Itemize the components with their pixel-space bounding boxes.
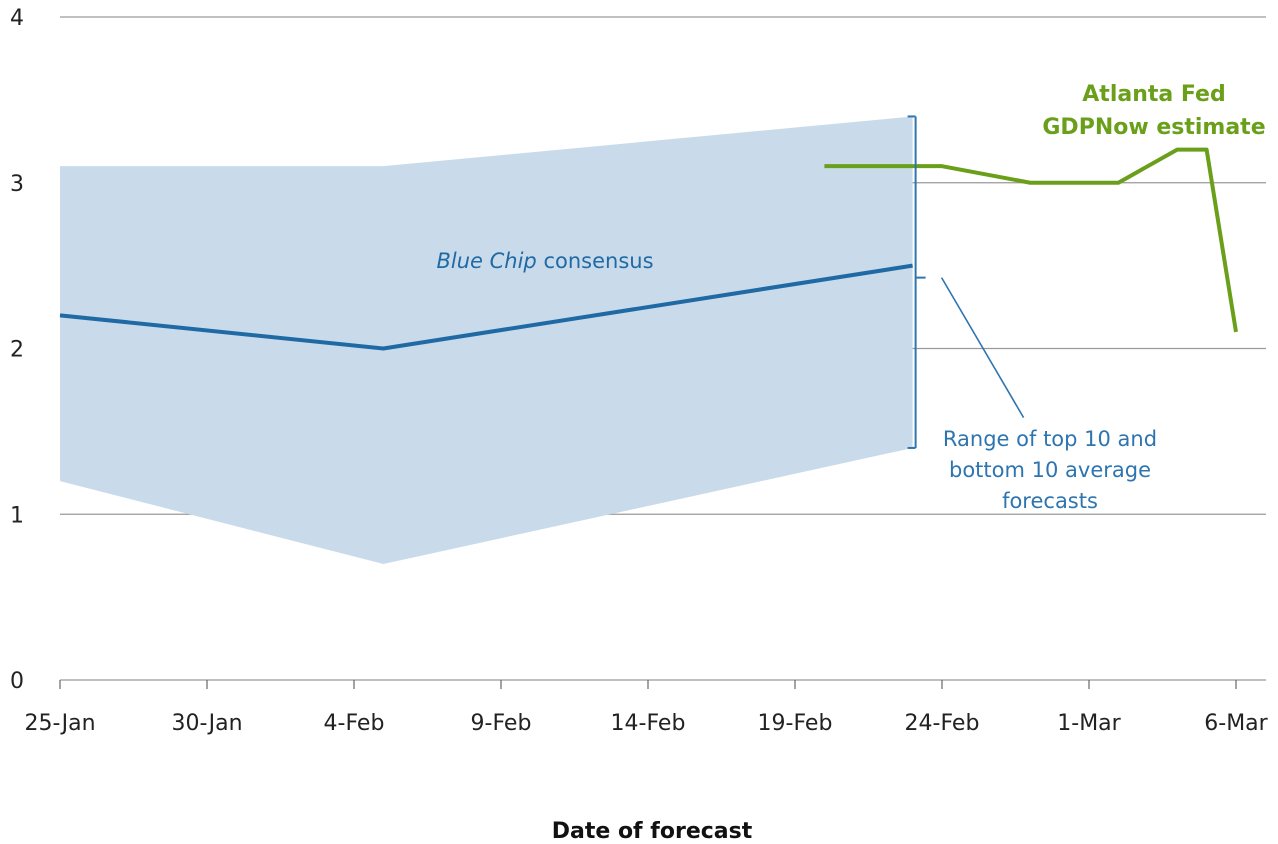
x-tick-label-19-Feb: 19-Feb bbox=[758, 711, 833, 736]
range-label-line-3: forecasts bbox=[1002, 489, 1098, 513]
y-tick-label-0: 0 bbox=[10, 669, 24, 694]
y-tick-label-3: 3 bbox=[10, 172, 24, 197]
range-label-line-2: bottom 10 average bbox=[949, 458, 1151, 482]
forecast-range-band bbox=[60, 116, 913, 564]
blue-chip-rest-text bbox=[537, 249, 544, 273]
x-tick-label-6-Mar: 6-Mar bbox=[1204, 711, 1268, 736]
consensus-text: consensus bbox=[543, 249, 653, 273]
x-tick-label-24-Feb: 24-Feb bbox=[905, 711, 980, 736]
blue-chip-consensus-label: Blue Chip consensus bbox=[436, 249, 653, 273]
y-tick-label-4: 4 bbox=[10, 6, 24, 31]
range-band-area bbox=[60, 116, 913, 564]
x-tick-label-9-Feb: 9-Feb bbox=[471, 711, 532, 736]
range-label-line-1: Range of top 10 and bbox=[943, 427, 1157, 451]
x-tick-label-25-Jan: 25-Jan bbox=[24, 711, 95, 736]
blue-chip-italic-text: Blue Chip bbox=[436, 249, 536, 273]
range-leader-line bbox=[940, 277, 1025, 419]
y-tick-label-2: 2 bbox=[10, 338, 24, 363]
x-tick-label-4-Feb: 4-Feb bbox=[324, 711, 385, 736]
x-tick-label-14-Feb: 14-Feb bbox=[611, 711, 686, 736]
series-lines bbox=[59, 147, 1238, 351]
x-axis: 25-Jan 30-Jan 4-Feb 9-Feb 14-Feb 19-Feb 24-Feb… bbox=[24, 679, 1269, 736]
x-axis-title: Date of forecast bbox=[552, 819, 753, 844]
x-tick-label-30-Jan: 30-Jan bbox=[171, 711, 242, 736]
x-tick-label-1-Mar: 1-Mar bbox=[1057, 711, 1121, 736]
range-bracket bbox=[907, 115, 1025, 449]
y-tick-label-1: 1 bbox=[10, 503, 24, 528]
gdpnow-label-line-1: Atlanta Fed bbox=[1082, 82, 1225, 107]
gdpnow-label-line-2: GDPNow estimate bbox=[1042, 115, 1265, 140]
